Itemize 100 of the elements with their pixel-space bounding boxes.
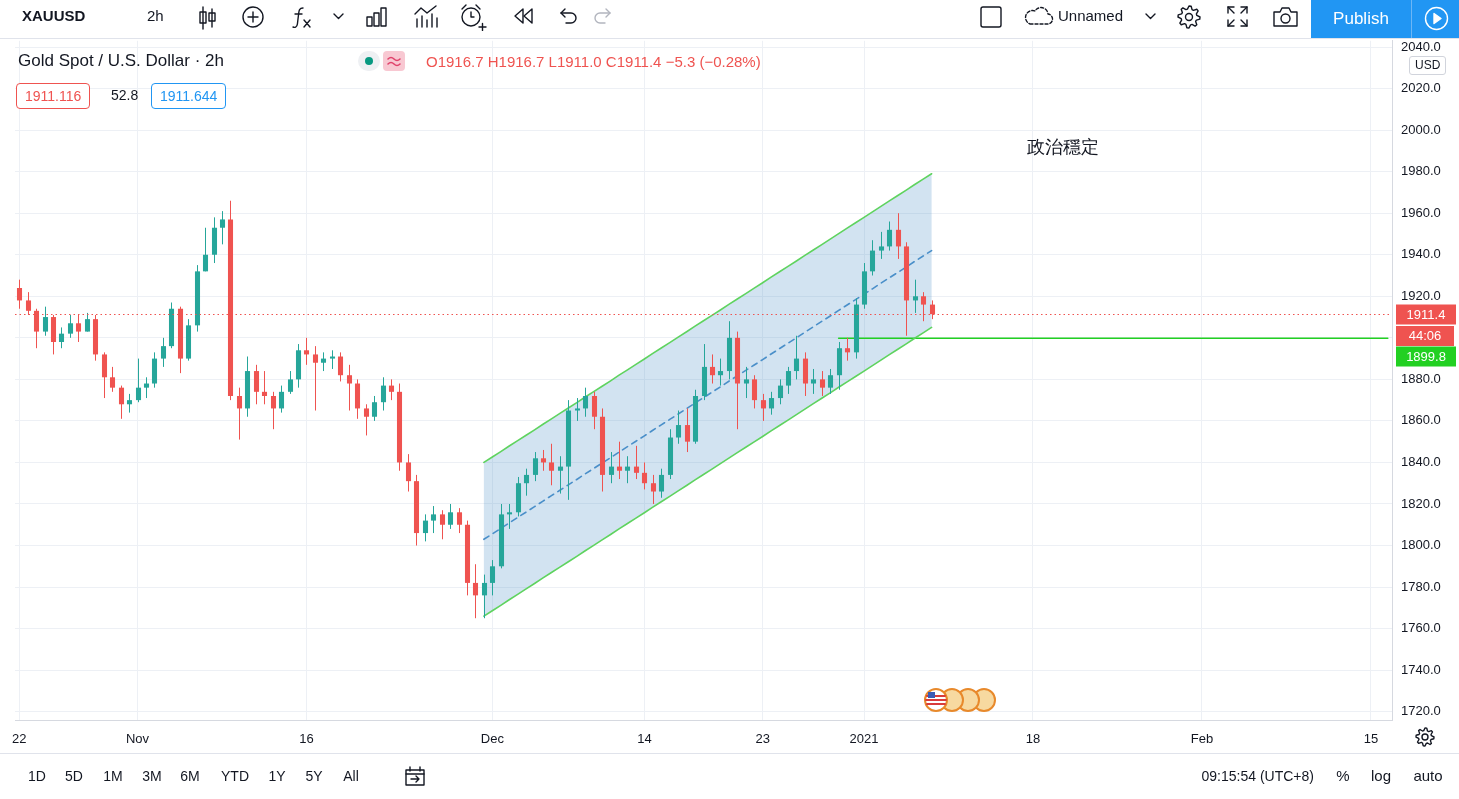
text: log <box>1370 766 1392 786</box>
candlestick <box>878 231 885 260</box>
candlestick <box>751 374 758 409</box>
y-tick-label: 2020.0 <box>1401 80 1441 96</box>
candlestick <box>329 349 336 370</box>
candlestick <box>405 453 412 493</box>
candlestick <box>616 441 623 480</box>
text: O1916.7 H1916.7 L1911.0 C1911.4 −5.3 (−0.28%) <box>426 52 761 72</box>
text: YTD <box>221 767 249 786</box>
candlestick <box>388 378 395 401</box>
text: 5Y <box>305 767 323 786</box>
candlestick <box>717 358 724 387</box>
y-tick-label: 1720.0 <box>1401 703 1441 719</box>
candlestick <box>236 387 243 441</box>
candlestick <box>253 364 260 405</box>
y-tick-label: 2040.0 <box>1401 38 1441 54</box>
candlestick <box>557 455 564 495</box>
x-tick-label: 22 <box>12 731 27 747</box>
candlestick <box>287 370 294 395</box>
x-tick-label: 18 <box>1025 731 1041 747</box>
y-tick-label: 1760.0 <box>1401 620 1441 636</box>
candlestick <box>363 403 370 436</box>
candlestick <box>58 326 65 349</box>
text: % <box>1336 766 1350 786</box>
y-tick-label: 1780.0 <box>1401 578 1441 594</box>
candlestick <box>532 451 539 482</box>
annotation: 1911.116 <box>16 83 91 109</box>
candlestick <box>422 513 429 542</box>
publish-button: Publish <box>1311 0 1411 38</box>
y-tick-label: 1820.0 <box>1401 495 1441 511</box>
text: 2h <box>147 6 164 26</box>
text: 1M <box>103 767 123 786</box>
x-tick-label: 16 <box>299 731 314 747</box>
candlestick <box>506 503 513 530</box>
text: XAUUSD <box>22 6 86 26</box>
candlestick <box>684 407 691 453</box>
candlestick <box>202 227 209 272</box>
candlestick <box>777 378 784 405</box>
candlestick <box>523 468 530 497</box>
annotation: 政治穩定 <box>1027 135 1099 159</box>
y-tick-label: 2000.0 <box>1401 121 1441 137</box>
candlestick <box>67 314 74 339</box>
text: 3M <box>142 767 162 786</box>
x-tick-label: Dec <box>480 731 505 747</box>
candlestick <box>608 451 615 484</box>
candlestick <box>886 221 893 252</box>
y-tick-label: 1980.0 <box>1401 163 1441 179</box>
candlestick <box>819 370 826 397</box>
candlestick <box>278 385 285 414</box>
x-tick-label: 15 <box>1363 731 1379 747</box>
text: auto <box>1413 766 1443 786</box>
candlestick <box>624 455 631 484</box>
candlestick <box>658 468 665 499</box>
line-series <box>483 249 933 541</box>
candlestick <box>447 503 454 530</box>
candlestick <box>709 353 716 385</box>
candlestick <box>143 376 150 399</box>
candlestick <box>42 306 49 337</box>
candlestick <box>844 337 851 362</box>
text: Gold Spot / U.S. Dollar · 2h <box>18 51 224 71</box>
candlestick <box>84 312 91 333</box>
x-tick-label: Feb <box>1190 731 1214 747</box>
candlestick <box>135 358 142 403</box>
candlestick <box>633 445 640 480</box>
candlestick <box>582 387 589 418</box>
text: 5D <box>65 767 83 786</box>
text: USD <box>1409 56 1447 75</box>
y-tick-label: 1740.0 <box>1401 661 1441 677</box>
candlestick <box>641 461 648 490</box>
text: 09:15:54 (UTC+8) <box>1201 767 1314 786</box>
candlestick <box>548 443 555 486</box>
candlestick <box>912 279 919 314</box>
text: 44:06 <box>1396 325 1454 346</box>
candlestick <box>439 509 446 540</box>
candlestick <box>219 210 226 245</box>
candlestick <box>371 395 378 422</box>
candlestick <box>160 337 167 368</box>
annotation: 52.8 <box>111 86 139 105</box>
candlestick <box>810 368 817 395</box>
candlestick <box>346 364 353 412</box>
candlestick <box>337 351 344 382</box>
candlestick <box>481 574 488 619</box>
candlestick <box>303 337 310 366</box>
text: 6M <box>180 767 200 786</box>
candlestick <box>540 449 547 472</box>
x-tick-label: 23 <box>755 731 770 747</box>
candlestick <box>118 385 125 420</box>
data-label: 1899.8 <box>1406 348 1446 364</box>
candlestick <box>101 351 108 399</box>
candlestick <box>312 345 319 412</box>
y-tick-label: 1800.0 <box>1401 537 1441 553</box>
candlestick <box>895 212 902 260</box>
candlestick <box>489 559 496 596</box>
y-tick-label: 1940.0 <box>1401 246 1441 262</box>
candlestick <box>472 563 479 619</box>
candlestick <box>320 351 327 372</box>
candlestick <box>270 391 277 430</box>
y-tick-label: 1920.0 <box>1401 287 1441 303</box>
x-tick-label: Nov <box>125 731 150 747</box>
candlestick <box>380 376 387 412</box>
